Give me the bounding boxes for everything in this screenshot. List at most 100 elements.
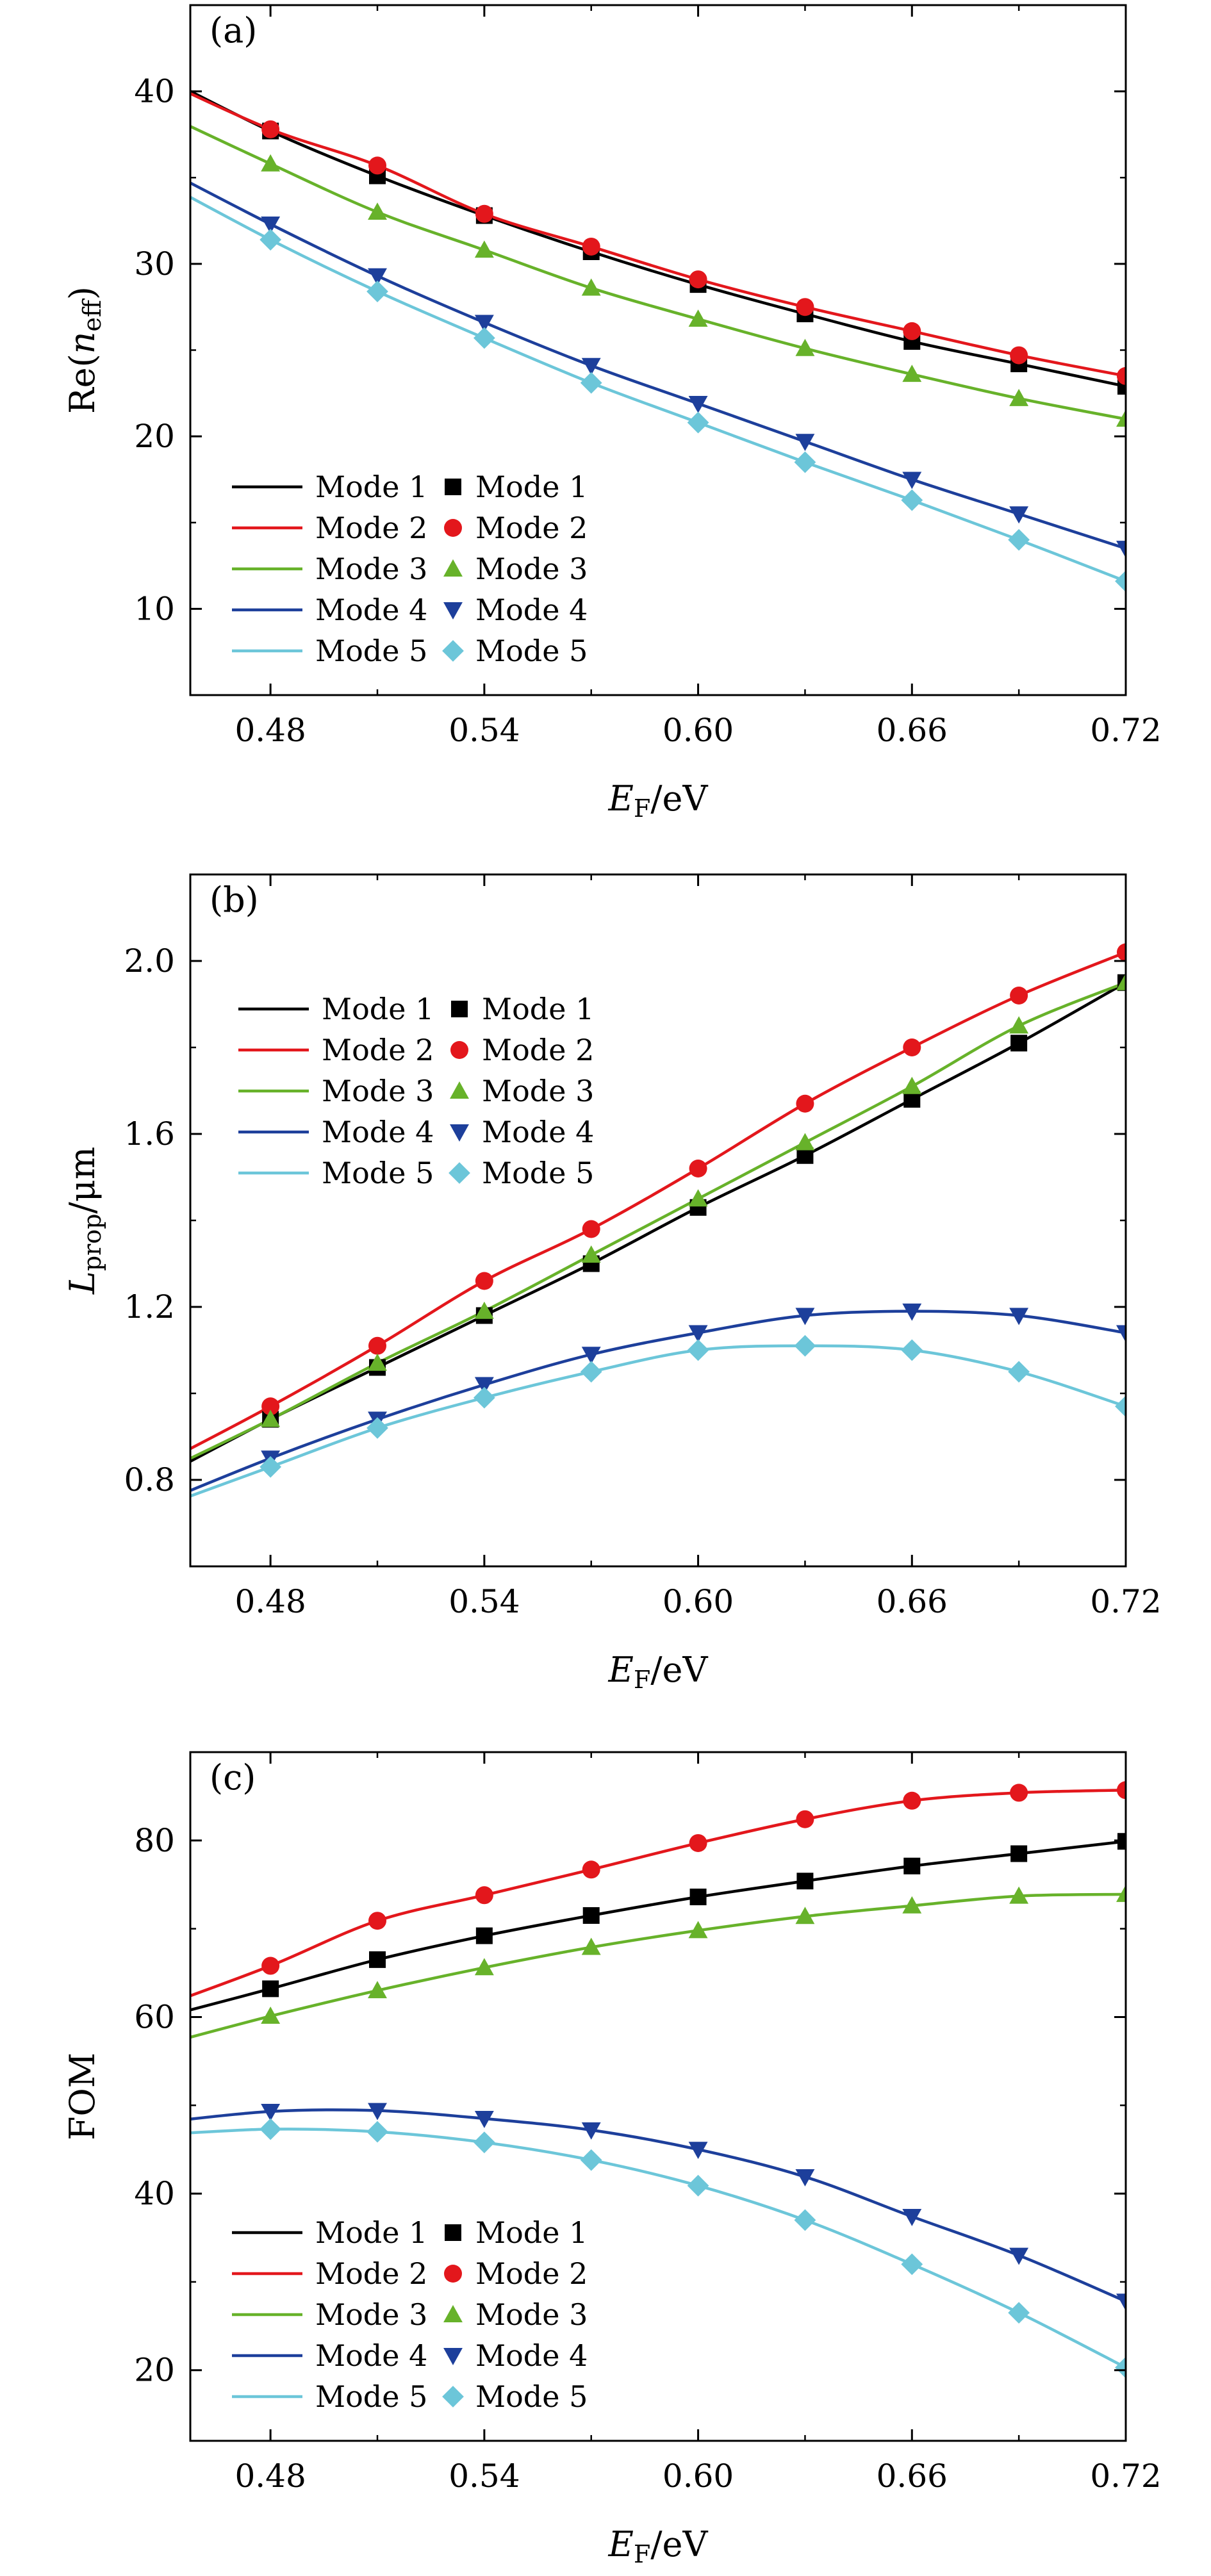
series-line-2	[190, 92, 1126, 378]
legend-marker-label: Mode 1	[475, 470, 588, 504]
data-point-mode-5	[580, 372, 602, 394]
data-point-mode-3	[902, 1896, 922, 1914]
data-point-mode-1	[903, 1091, 921, 1108]
data-point-mode-5	[901, 1339, 923, 1361]
data-point-mode-1	[796, 1873, 814, 1890]
legend-item-mode-2: Mode 2 Mode 2	[232, 511, 588, 545]
series-line-5	[190, 195, 1126, 583]
data-point-mode-5	[901, 489, 923, 511]
data-point-mode-2	[1010, 346, 1028, 365]
legend-line-label: Mode 3	[315, 552, 427, 586]
data-point-mode-4	[688, 2142, 708, 2160]
x-tick-label: 0.48	[235, 1583, 306, 1620]
data-point-mode-3	[368, 1981, 387, 1999]
data-point-mode-4	[474, 1377, 494, 1395]
y-axis-label-main: L	[62, 1271, 103, 1295]
x-tick-label: 0.48	[235, 712, 306, 749]
legend-line-label: Mode 4	[322, 1115, 434, 1149]
legend-item-mode-2: Mode 2 Mode 2	[238, 1033, 594, 1067]
series-lines	[190, 1789, 1126, 2369]
data-point-mode-3	[1009, 1016, 1029, 1034]
data-point-mode-1	[262, 1980, 279, 1998]
y-axis-label: Re(neff)	[62, 286, 106, 414]
chart-panel-a: 0.48 0.54 0.60 0.66 0.72 10 20 30 40 (a) EF/eV Re(n…	[62, 4, 1162, 823]
y-tick-label: 0.8	[124, 1461, 175, 1498]
data-point-mode-1	[1010, 1035, 1028, 1052]
data-point-mode-4	[581, 2122, 601, 2140]
data-point-mode-3	[154, 2035, 173, 2052]
y-tick-label: 20	[134, 2352, 175, 2389]
data-point-mode-1	[903, 1857, 921, 1875]
x-tick-label: 0.48	[235, 2457, 306, 2495]
data-point-mode-4	[474, 315, 494, 332]
legend-marker-swatch	[442, 2386, 464, 2408]
data-point-mode-4	[261, 216, 281, 234]
data-point-mode-4	[154, 2115, 173, 2132]
legend-marker-label: Mode 1	[482, 992, 594, 1026]
data-point-mode-5	[367, 2121, 388, 2143]
data-point-mode-3	[688, 309, 708, 327]
data-point-mode-4	[902, 472, 922, 489]
data-point-mode-4	[368, 268, 387, 286]
data-point-mode-2	[796, 298, 814, 316]
y-tick-label: 2.0	[124, 942, 175, 980]
legend-line-label: Mode 4	[315, 593, 427, 627]
x-tick-label: 0.66	[877, 2457, 948, 2495]
data-point-mode-2	[475, 1886, 493, 1905]
data-point-mode-3	[368, 1353, 387, 1371]
panel-label: (c)	[210, 1757, 256, 1798]
legend-item-mode-5: Mode 5 Mode 5	[232, 2379, 588, 2414]
data-point-mode-5	[152, 2124, 174, 2145]
legend-item-mode-1: Mode 1 Mode 1	[232, 2215, 588, 2250]
x-tick-label: 0.72	[1090, 1583, 1161, 1620]
legend-marker-swatch	[450, 1081, 469, 1099]
y-axis-label-main: n	[62, 332, 103, 354]
data-point-mode-2	[1117, 1781, 1126, 1800]
y-tick-label: 20	[134, 418, 175, 455]
legend-item-mode-5: Mode 5 Mode 5	[238, 1156, 594, 1190]
legend-marker-label: Mode 5	[482, 1156, 594, 1190]
data-point-mode-5	[1115, 570, 1126, 593]
data-point-mode-3	[1009, 388, 1029, 406]
legend-marker-swatch	[443, 2348, 463, 2365]
data-point-mode-2	[368, 1336, 386, 1355]
legend-line-label: Mode 2	[315, 511, 427, 545]
data-point-mode-4	[1116, 541, 1126, 559]
plot-frame	[189, 1751, 1127, 2442]
data-point-mode-5	[260, 229, 282, 251]
y-axis-label-prefix: Re(	[62, 354, 103, 414]
data-point-mode-5	[473, 2131, 495, 2154]
legend-marker-label: Mode 5	[475, 2379, 588, 2414]
legend-marker-label: Mode 4	[475, 593, 588, 627]
data-point-mode-5	[260, 1456, 282, 1478]
legend-line-label: Mode 5	[322, 1156, 434, 1190]
data-point-mode-2	[796, 1810, 814, 1828]
series-line-3	[190, 124, 1126, 421]
data-point-mode-3	[795, 1133, 815, 1151]
y-axis-label-sub: prop	[78, 1213, 106, 1271]
data-point-mode-2	[475, 1272, 493, 1290]
data-point-mode-2	[582, 1220, 600, 1238]
x-axis-label-unit: /eV	[650, 778, 708, 819]
legend-marker-swatch	[444, 2265, 462, 2283]
series-line-3	[190, 1892, 1126, 2039]
data-point-mode-2	[368, 1912, 386, 1930]
data-point-mode-3	[1116, 1884, 1126, 1902]
legend-marker-label: Mode 5	[475, 634, 588, 668]
data-point-mode-3	[581, 1245, 601, 1263]
y-tick-label: 1.2	[124, 1288, 175, 1325]
data-point-mode-2	[1117, 943, 1126, 962]
data-point-mode-3	[902, 365, 922, 382]
data-point-mode-3	[1116, 972, 1126, 990]
legend-marker-label: Mode 3	[482, 1074, 594, 1108]
legend-line-label: Mode 1	[322, 992, 434, 1026]
series-line-1	[190, 1839, 1126, 2012]
data-point-mode-3	[795, 338, 815, 356]
legend-line-label: Mode 1	[315, 2215, 427, 2250]
data-point-mode-4	[795, 434, 815, 452]
data-point-mode-3	[261, 154, 281, 172]
legend-marker-label: Mode 2	[482, 1033, 594, 1067]
x-axis-label-sub: F	[634, 2540, 650, 2568]
data-point-mode-5	[794, 2209, 816, 2231]
